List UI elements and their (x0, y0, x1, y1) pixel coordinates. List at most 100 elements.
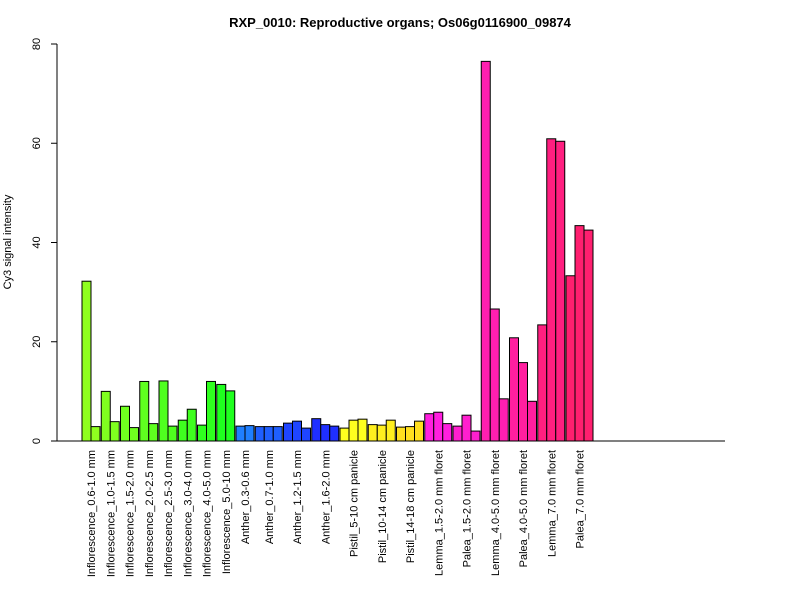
x-tick-label: Pistil_5-10 cm panicle (349, 450, 361, 557)
bar (235, 425, 246, 442)
bar (167, 425, 178, 442)
bar (148, 423, 159, 442)
bar-group (216, 383, 236, 442)
x-tick-label: Palea_4.0-5.0 mm floret (518, 450, 530, 567)
bar-group (254, 426, 283, 442)
bar (442, 423, 453, 442)
bar (470, 430, 481, 442)
x-tick-label: Lemma_1.5-2.0 mm floret (433, 450, 445, 576)
bar (574, 225, 585, 442)
x-tick-label: Inflorescence_4.0-5.0 mm (202, 450, 214, 577)
bar (396, 426, 406, 442)
bar (385, 419, 396, 442)
y-tick-label: 20 (31, 336, 43, 348)
y-axis: 0 20 40 60 80 (31, 38, 58, 444)
bar (452, 425, 463, 442)
bar (583, 229, 594, 442)
bar (263, 426, 274, 442)
bar-group (158, 380, 178, 442)
bar (565, 275, 576, 442)
bar (254, 426, 265, 442)
x-tick-label: Inflorescence_3.0-4.0 mm (182, 450, 194, 577)
x-tick-label: Inflorescence_5.0-10 mm (221, 450, 233, 574)
bar (81, 280, 92, 442)
y-axis-label: Cy3 signal intensity (2, 194, 14, 289)
x-tick-label: Lemma_7.0 mm floret (546, 450, 558, 557)
bar (301, 427, 311, 442)
bar (244, 425, 255, 442)
bar (186, 408, 197, 442)
bar (509, 337, 519, 442)
bar (100, 390, 111, 442)
x-tick-label: Anther_0.7-1.0 mm (264, 450, 276, 544)
bar (461, 414, 472, 442)
bar (292, 420, 302, 442)
x-tick-label: Inflorescence_1.0-1.5 mm (105, 450, 117, 577)
bar (376, 424, 387, 442)
bar-group (235, 425, 255, 442)
bar-group (367, 419, 396, 442)
y-tick-label: 0 (31, 438, 43, 444)
bar-group (100, 390, 120, 442)
bar (489, 308, 500, 442)
x-tick-label: Anther_0.3-0.6 mm (240, 450, 252, 544)
x-tick-label: Anther_1.2-1.5 mm (292, 450, 304, 544)
bar (405, 426, 415, 442)
x-tick-label: Palea_1.5-2.0 mm floret (462, 450, 474, 567)
bar (480, 60, 491, 442)
bar-group (311, 418, 340, 442)
bar (158, 380, 169, 442)
chart-title: RXP_0010: Reproductive organs; Os06g0116… (229, 15, 572, 30)
x-tick-label: Pistil_10-14 cm panicle (377, 450, 389, 563)
bar (433, 411, 444, 442)
bar-group (452, 414, 481, 442)
bar (357, 418, 368, 442)
x-tick-label: Lemma_4.0-5.0 mm floret (490, 450, 502, 576)
bar (206, 380, 216, 442)
bar (320, 424, 331, 442)
bar (197, 424, 207, 442)
bar-group (424, 411, 453, 442)
bar (225, 390, 236, 442)
bar-group (537, 138, 566, 442)
bar-group (139, 380, 159, 442)
x-tick-label: Inflorescence_2.5-3.0 mm (163, 450, 175, 577)
x-tick-label: Inflorescence_2.0-2.5 mm (144, 450, 156, 577)
x-tick-label: Pistil_14-18 cm panicle (405, 450, 417, 563)
x-axis: Inflorescence_0.6-1.0 mm Inflorescence_1.… (57, 440, 725, 577)
bar (414, 420, 424, 442)
bar (339, 427, 350, 442)
x-tick-label: Anther_1.6-2.0 mm (320, 450, 332, 544)
bar-group (339, 418, 368, 442)
bar (109, 421, 120, 442)
bar (424, 413, 435, 442)
bar (498, 398, 509, 442)
bar (546, 138, 557, 442)
bar (216, 383, 227, 442)
bar (311, 418, 322, 442)
bar (177, 419, 188, 442)
x-tick-label: Inflorescence_0.6-1.0 mm (86, 450, 98, 577)
bar-group (283, 420, 311, 442)
bar-group (509, 337, 537, 442)
bar (272, 426, 283, 442)
bar (139, 380, 150, 442)
bar-group (177, 408, 197, 442)
bar (348, 419, 359, 442)
x-tick-label: Inflorescence_1.5-2.0 mm (125, 450, 137, 577)
bar-group (120, 405, 139, 442)
bar-group (565, 225, 594, 442)
bar (367, 424, 378, 442)
bar-group (197, 380, 216, 442)
bar-group (396, 420, 424, 442)
bar (518, 362, 528, 442)
bar (537, 324, 548, 442)
bars (81, 60, 594, 442)
bar (555, 140, 566, 442)
bar (527, 400, 537, 442)
x-tick-label: Palea_7.0 mm floret (575, 450, 587, 548)
y-tick-label: 40 (31, 236, 43, 248)
bar-group (81, 280, 101, 442)
bar (90, 426, 101, 442)
